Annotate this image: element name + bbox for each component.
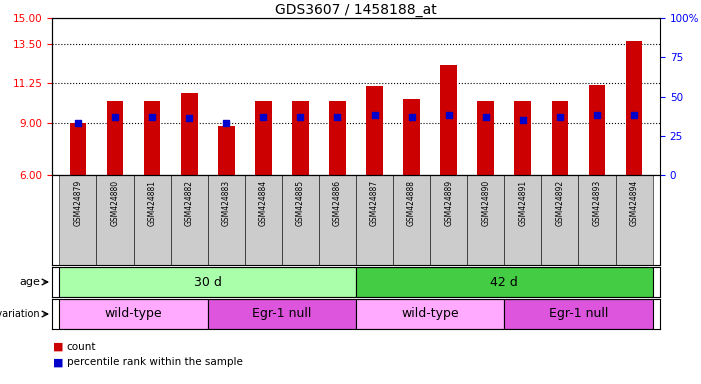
Bar	[626, 41, 642, 175]
Point	[480, 114, 491, 120]
Text: count: count	[67, 342, 96, 352]
Bar	[552, 101, 569, 175]
Point	[406, 114, 417, 120]
Text: GSM424888: GSM424888	[407, 179, 416, 225]
Bar	[366, 86, 383, 175]
Text: GSM424886: GSM424886	[333, 179, 342, 226]
Text: Egr-1 null: Egr-1 null	[252, 308, 311, 321]
Text: Egr-1 null: Egr-1 null	[549, 308, 608, 321]
Point	[184, 116, 195, 122]
Bar	[60, 299, 207, 329]
Bar	[403, 99, 420, 175]
Bar	[207, 175, 245, 265]
Point	[72, 120, 83, 126]
Bar	[292, 101, 308, 175]
Bar	[440, 65, 457, 175]
Text: GSM424883: GSM424883	[222, 179, 231, 226]
Text: GSM424882: GSM424882	[184, 179, 193, 225]
Text: GSM424887: GSM424887	[370, 179, 379, 226]
Point	[258, 114, 269, 120]
Text: GSM424893: GSM424893	[592, 179, 601, 226]
Bar	[97, 175, 134, 265]
Text: GSM424879: GSM424879	[74, 179, 83, 226]
Point	[592, 112, 603, 118]
Bar	[515, 101, 531, 175]
Bar	[207, 299, 356, 329]
Text: GSM424890: GSM424890	[482, 179, 490, 226]
Bar	[60, 175, 97, 265]
Text: GSM424892: GSM424892	[555, 179, 564, 226]
Title: GDS3607 / 1458188_at: GDS3607 / 1458188_at	[275, 3, 437, 17]
Bar	[319, 175, 356, 265]
Bar	[504, 299, 653, 329]
Bar	[477, 101, 494, 175]
Text: 30 d: 30 d	[193, 275, 222, 288]
Text: percentile rank within the sample: percentile rank within the sample	[67, 358, 243, 367]
Bar	[245, 175, 282, 265]
Text: GSM424881: GSM424881	[148, 179, 156, 225]
Bar	[504, 175, 541, 265]
Point	[109, 114, 121, 120]
Bar	[255, 101, 272, 175]
Bar	[282, 175, 319, 265]
Text: ■: ■	[53, 358, 63, 367]
Point	[147, 114, 158, 120]
Text: 42 d: 42 d	[491, 275, 518, 288]
Bar	[170, 175, 207, 265]
Bar	[218, 126, 235, 175]
Text: GSM424894: GSM424894	[629, 179, 639, 226]
Text: GSM424889: GSM424889	[444, 179, 453, 226]
Text: wild-type: wild-type	[402, 308, 459, 321]
Text: GSM424891: GSM424891	[518, 179, 527, 226]
Bar	[430, 175, 468, 265]
Text: genotype/variation: genotype/variation	[0, 309, 40, 319]
Point	[369, 112, 380, 118]
Bar	[356, 175, 393, 265]
Text: wild-type: wild-type	[104, 308, 163, 321]
Bar	[356, 267, 653, 297]
Text: GSM424880: GSM424880	[111, 179, 120, 226]
Text: ■: ■	[53, 342, 63, 352]
Point	[517, 117, 529, 123]
Point	[221, 120, 232, 126]
Text: GSM424884: GSM424884	[259, 179, 268, 226]
Bar	[69, 123, 86, 175]
Text: GSM424885: GSM424885	[296, 179, 305, 226]
Bar	[144, 101, 161, 175]
Bar	[541, 175, 578, 265]
Bar	[615, 175, 653, 265]
Point	[295, 114, 306, 120]
Bar	[181, 93, 198, 175]
Bar	[329, 101, 346, 175]
Bar	[60, 267, 356, 297]
Text: age: age	[19, 277, 40, 287]
Bar	[589, 84, 606, 175]
Bar	[134, 175, 170, 265]
Bar	[468, 175, 504, 265]
Bar	[356, 299, 504, 329]
Bar	[107, 101, 123, 175]
Bar	[393, 175, 430, 265]
Bar	[578, 175, 615, 265]
Point	[554, 114, 566, 120]
Point	[443, 112, 454, 118]
Point	[628, 112, 639, 118]
Point	[332, 114, 343, 120]
